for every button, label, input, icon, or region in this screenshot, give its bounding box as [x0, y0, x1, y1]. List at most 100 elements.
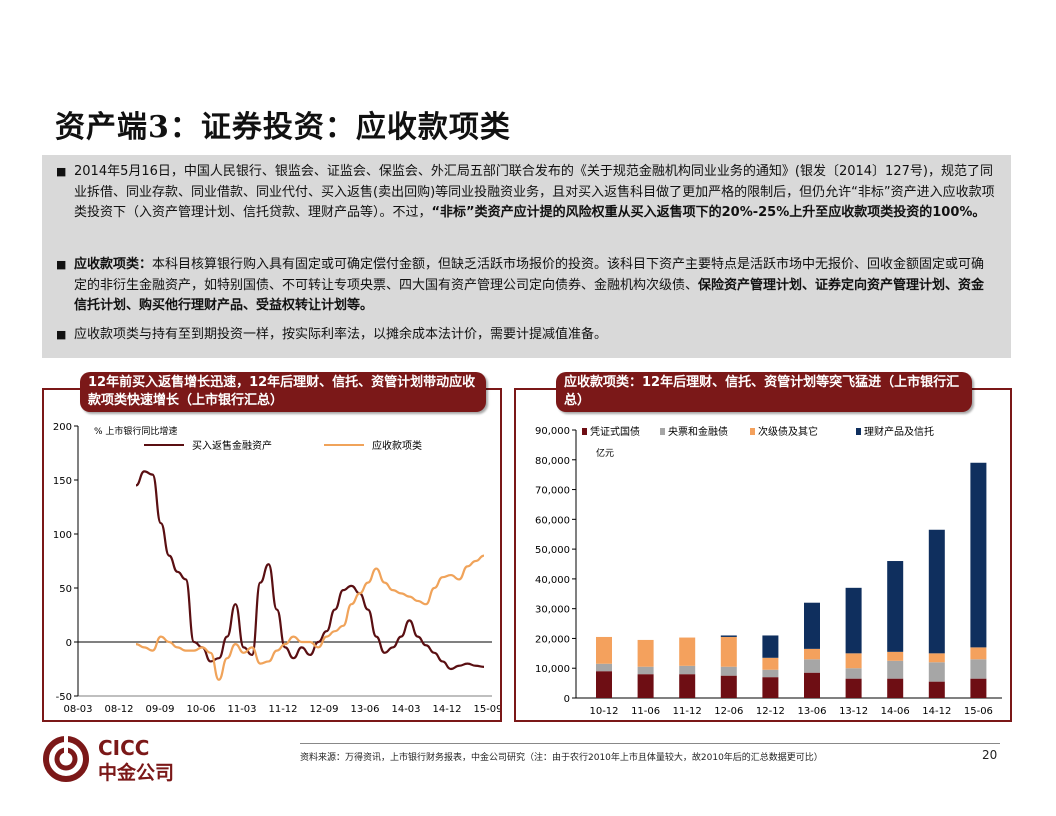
unit-label: % 上市银行同比增速: [94, 425, 177, 437]
bar-segment: [970, 462, 987, 648]
bullet-2: ■ 应收款项类：本科目核算银行购入具有固定或可确定偿付金额，但缺乏活跃市场报价的…: [56, 255, 996, 317]
legend-swatch: [856, 428, 861, 435]
bar-segment: [970, 659, 987, 679]
bar-segment: [637, 666, 654, 675]
x-tick-label: 11-12: [268, 704, 297, 715]
bullet-marker-icon: ■: [56, 258, 67, 271]
legend-label: 次级债及其它: [758, 425, 818, 438]
legend-label: 理财产品及信托: [864, 425, 934, 438]
bar-segment: [720, 666, 737, 676]
bar-segment: [720, 635, 737, 637]
logo-cn: 中金公司: [98, 761, 174, 784]
y-tick-label: 150: [53, 476, 72, 487]
legend-label: 凭证式国债: [590, 425, 640, 438]
bar-segment: [596, 636, 612, 664]
x-tick-label: 08-12: [104, 704, 133, 715]
legend-label: 应收款项类: [372, 439, 422, 452]
x-tick-label: 12-12: [756, 706, 785, 717]
bullet-1-text: 2014年5月16日，中国人民银行、银监会、证监会、保监会、外汇局五部门联合发布…: [74, 164, 995, 220]
bullet-2-heading: 应收款项类：: [74, 257, 153, 272]
y-tick-label: 60,000: [535, 515, 570, 526]
y-tick-label: 10,000: [535, 664, 570, 675]
x-tick-label: 08-03: [63, 704, 92, 715]
bar-segment: [928, 681, 945, 698]
bar-segment: [596, 663, 612, 672]
bar-segment: [970, 647, 987, 660]
y-tick-label: 70,000: [535, 486, 570, 497]
bar-segment: [887, 561, 904, 652]
bullet-2-text: 本科目核算银行购入具有固定或可确定偿付金额，但缺乏活跃市场报价的投资。该科目下资…: [74, 257, 985, 293]
y-tick-label: 200: [53, 422, 72, 433]
bar-segment: [762, 635, 779, 658]
bar-segment: [887, 678, 904, 698]
page-number: 20: [982, 748, 998, 762]
x-tick-label: 13-12: [839, 706, 868, 717]
source-note: 资料来源：万得资讯，上市银行财务报表，中金公司研究（注：由于农行2010年上市且…: [300, 753, 823, 763]
legend-label: 买入返售金融资产: [192, 439, 272, 452]
bar-segment: [762, 669, 779, 678]
bullet-3: ■ 应收款项类与持有至到期投资一样，按实际利率法，以摊余成本法计价，需要计提减值…: [56, 325, 996, 346]
legend-label: 央票和金融债: [668, 425, 728, 438]
y-tick-label: 20,000: [535, 634, 570, 645]
cicc-logo: CICC 中金公司: [42, 735, 192, 789]
x-tick-label: 09-09: [145, 704, 174, 715]
bar-segment: [762, 657, 779, 670]
bar-segment: [637, 674, 654, 698]
bullet-1: ■ 2014年5月16日，中国人民银行、银监会、证监会、保监会、外汇局五部门联合…: [56, 162, 996, 224]
series-line-receivables: [135, 554, 485, 681]
bar-segment: [845, 587, 862, 654]
bar-segment: [804, 602, 820, 649]
y-tick-label: 50: [59, 584, 72, 595]
x-tick-label: 10-12: [589, 706, 618, 717]
legend-swatch: [750, 428, 755, 435]
footer-rule: [300, 743, 1000, 744]
summary-box: ■ 2014年5月16日，中国人民银行、银监会、证监会、保监会、外汇局五部门联合…: [42, 155, 1011, 358]
bar-segment: [720, 675, 737, 698]
series-line-resale: [135, 470, 485, 671]
bar-segment: [679, 674, 696, 698]
unit-label: 亿元: [596, 447, 614, 459]
stacked-bar-chart: 0 10,000 20,000 30,000 40,000 50,000 60,000 70,…: [535, 425, 1002, 717]
y-tick-label: -50: [56, 692, 72, 703]
y-tick-label: 80,000: [535, 456, 570, 467]
y-tick-label: 100: [53, 530, 72, 541]
legend-swatch: [660, 428, 665, 435]
right-chart-panel: 0 10,000 20,000 30,000 40,000 50,000 60,000 70,…: [514, 388, 1012, 722]
bar-segment: [679, 637, 696, 666]
line-chart: -50 0 50 100 150 200 08-03 08-12 09-09 10-06 11-03…: [53, 422, 500, 715]
bar-segment: [762, 677, 779, 698]
x-tick-label: 14-03: [391, 704, 420, 715]
bar-segment: [596, 671, 612, 698]
x-tick-label: 15-09: [473, 704, 500, 715]
bullet-3-text: 应收款项类与持有至到期投资一样，按实际利率法，以摊余成本法计价，需要计提减值准备…: [74, 327, 608, 342]
bar-segment: [845, 668, 862, 679]
bar-segment: [720, 636, 737, 667]
x-tick-label: 12-09: [309, 704, 338, 715]
x-tick-label: 14-12: [922, 706, 951, 717]
legend-swatch: [582, 428, 587, 435]
bar-segment: [928, 662, 945, 682]
bar-segment: [637, 639, 654, 667]
y-tick-label: 90,000: [535, 426, 570, 437]
x-tick-label: 15-06: [964, 706, 993, 717]
bullet-2-emphasis: 保险资产管理计划、证券定向资产管理计划、资金信托计划、购买他行理财产品、受益权转…: [74, 277, 985, 314]
y-tick-label: 0: [564, 694, 570, 705]
bar-segment: [887, 660, 904, 679]
cicc-logo-icon: CICC 中金公司: [43, 735, 174, 784]
x-tick-label: 13-06: [797, 706, 826, 717]
x-tick-label: 14-06: [881, 706, 910, 717]
bar-segment: [845, 653, 862, 669]
x-tick-label: 10-06: [186, 704, 215, 715]
bullet-marker-icon: ■: [56, 328, 67, 341]
x-tick-label: 11-06: [631, 706, 660, 717]
bar-segment: [804, 672, 820, 698]
bullet-1-emphasis: “非标”类资产应计提的风险权重从买入返售项下的20%-25%上升至应收款项类投资…: [431, 205, 986, 220]
logo-en: CICC: [98, 736, 149, 760]
right-chart-banner: 应收款项类：12年后理财、信托、资管计划等突飞猛进（上市银行汇总）: [556, 372, 972, 412]
bar-segment: [845, 678, 862, 698]
x-tick-label: 11-12: [673, 706, 702, 717]
bar-segment: [970, 678, 987, 698]
left-chart-banner: 12年前买入返售增长迅速，12年后理财、信托、资管计划带动应收款项类快速增长（上…: [80, 372, 486, 412]
bar-segment: [679, 665, 696, 675]
bar-segment: [804, 648, 820, 660]
